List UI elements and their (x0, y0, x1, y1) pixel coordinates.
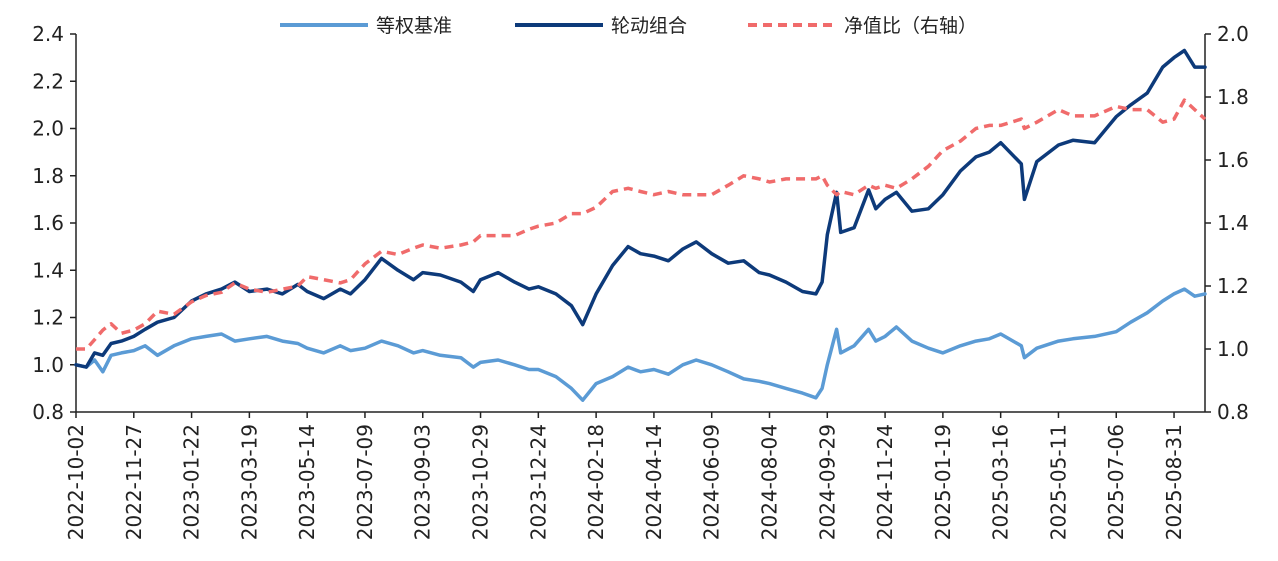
chart-legend: 等权基准 轮动组合 净值比（右轴） (280, 15, 977, 37)
x-tick-label: 2024-06-09 (700, 424, 724, 540)
x-tick-label: 2023-05-14 (295, 424, 319, 540)
series-line-1 (74, 48, 1207, 369)
x-tick-label: 2025-01-19 (931, 424, 955, 540)
left-y-tick-label: 1.8 (32, 164, 64, 188)
series-line-0 (74, 287, 1207, 402)
left-y-tick-label: 1.2 (32, 306, 64, 330)
x-tick-label: 2025-08-31 (1162, 424, 1186, 540)
x-tick-label: 2022-10-02 (64, 424, 88, 540)
left-y-tick-label: 1.4 (32, 258, 64, 282)
series-line-2 (76, 98, 1207, 351)
x-tick-label: 2023-01-22 (180, 424, 204, 540)
chart-series (74, 48, 1207, 402)
left-y-tick-label: 0.8 (32, 400, 64, 424)
x-tick-label: 2024-09-29 (815, 424, 839, 540)
x-tick-label: 2024-04-14 (642, 424, 666, 540)
x-tick-label: 2022-11-27 (122, 424, 146, 540)
x-tick-label: 2023-09-03 (411, 424, 435, 540)
x-tick-label: 2025-05-11 (1046, 424, 1070, 540)
x-axis: 2022-10-02 2022-11-27 2023-01-22 2023-03-19… (64, 412, 1186, 540)
right-y-axis: 0.8 1.0 1.2 1.4 1.6 1.8 2.0 (1205, 22, 1249, 424)
chart-axes (75, 34, 1206, 413)
right-y-tick-label: 1.4 (1217, 211, 1249, 235)
left-y-tick-label: 2.4 (32, 22, 64, 46)
x-tick-label: 2023-10-29 (469, 424, 493, 540)
left-y-tick-label: 1.0 (32, 353, 64, 377)
right-y-tick-label: 0.8 (1217, 400, 1249, 424)
legend-label-0: 等权基准 (376, 15, 452, 37)
right-y-tick-label: 1.0 (1217, 337, 1249, 361)
x-tick-label: 2025-03-16 (989, 424, 1013, 540)
right-y-tick-label: 2.0 (1217, 22, 1249, 46)
legend-label-2: 净值比（右轴） (844, 15, 977, 37)
right-y-tick-label: 1.6 (1217, 148, 1249, 172)
left-y-axis: 0.8 1.0 1.2 1.4 1.6 1.8 2.0 2.2 2.4 (32, 22, 76, 424)
legend-label-1: 轮动组合 (611, 15, 687, 37)
right-y-tick-label: 1.8 (1217, 85, 1249, 109)
x-tick-label: 2025-07-06 (1104, 424, 1128, 540)
left-y-tick-label: 2.2 (32, 69, 64, 93)
x-tick-label: 2024-02-18 (584, 424, 608, 540)
left-y-tick-label: 1.6 (32, 211, 64, 235)
x-tick-label: 2024-11-24 (873, 424, 897, 540)
right-y-tick-label: 1.2 (1217, 274, 1249, 298)
x-tick-label: 2023-07-09 (353, 424, 377, 540)
left-y-tick-label: 2.0 (32, 117, 64, 141)
x-tick-label: 2023-12-24 (526, 424, 550, 540)
x-tick-label: 2023-03-19 (237, 424, 261, 540)
x-tick-label: 2024-08-04 (757, 424, 781, 540)
